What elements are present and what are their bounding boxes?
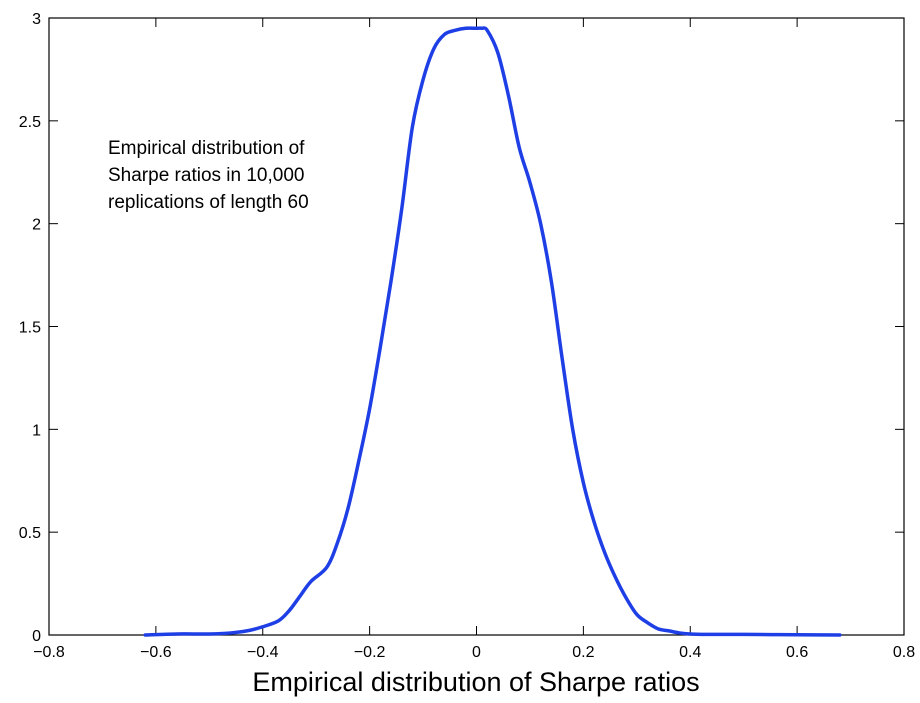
x-axis-label: Empirical distribution of Sharpe ratios bbox=[252, 667, 699, 697]
x-tick-label: −0.6 bbox=[140, 644, 172, 661]
y-tick-label: 1 bbox=[32, 422, 41, 439]
annotation-line-2: Sharpe ratios in 10,000 bbox=[108, 165, 304, 186]
x-tick-label: 0.4 bbox=[679, 644, 701, 661]
plot-frame bbox=[48, 17, 905, 636]
x-ticks: −0.8 −0.6 −0.4 −0.2 0 0.2 0.4 0.6 0.8 bbox=[33, 18, 915, 661]
x-tick-label: 0.8 bbox=[893, 644, 915, 661]
y-ticks: 0 0.5 1 1.5 2 2.5 3 bbox=[19, 11, 904, 645]
density-curve bbox=[143, 26, 842, 637]
y-tick-label: 3 bbox=[32, 11, 41, 28]
x-tick-label: −0.8 bbox=[33, 644, 65, 661]
y-tick-label: 2.5 bbox=[19, 114, 41, 131]
x-tick-label: −0.4 bbox=[247, 644, 279, 661]
x-tick-label: 0.6 bbox=[786, 644, 808, 661]
annotation-text: Empirical distribution of Sharpe ratios … bbox=[108, 138, 310, 213]
annotation-line-3: replications of length 60 bbox=[108, 192, 309, 213]
annotation-line-1: Empirical distribution of bbox=[108, 138, 305, 159]
y-tick-label: 1.5 bbox=[19, 320, 41, 337]
y-tick-label: 2 bbox=[32, 217, 41, 234]
y-tick-label: 0.5 bbox=[19, 525, 41, 542]
x-tick-label: 0 bbox=[472, 644, 481, 661]
y-tick-label: 0 bbox=[32, 628, 41, 645]
x-tick-label: 0.2 bbox=[572, 644, 594, 661]
x-tick-label: −0.2 bbox=[354, 644, 386, 661]
